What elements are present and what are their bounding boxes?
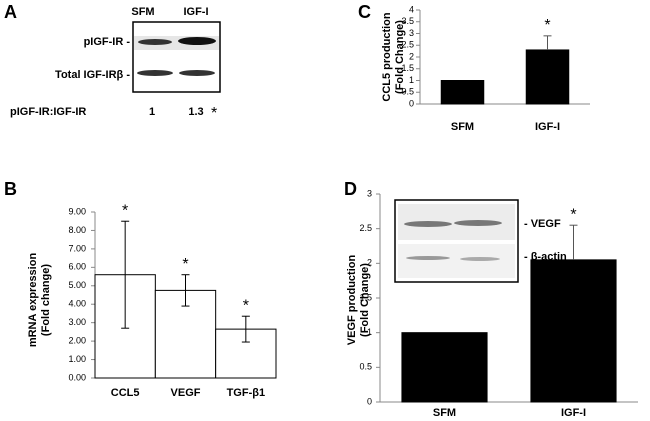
y-axis-label: (Fold Change) bbox=[359, 263, 371, 337]
y-tick-label: 1 bbox=[409, 75, 414, 85]
ratio-label: pIGF-IR:IGF-IR bbox=[10, 106, 86, 118]
bar bbox=[440, 80, 485, 105]
y-tick-label: 4.00 bbox=[68, 299, 86, 309]
y-tick-label: 7.00 bbox=[68, 243, 86, 253]
y-tick-label: 2.5 bbox=[359, 223, 372, 233]
significance-mark: * bbox=[211, 105, 217, 122]
y-axis-label: (Fold Change) bbox=[394, 20, 406, 94]
y-tick-label: 0.00 bbox=[68, 372, 86, 382]
band-label: pIGF-IR - bbox=[84, 36, 131, 48]
y-tick-label: 2.5 bbox=[401, 40, 414, 50]
blot-band bbox=[178, 37, 216, 45]
x-tick-label: IGF-I bbox=[535, 121, 560, 133]
y-tick-label: 0.5 bbox=[401, 87, 414, 97]
blot-frame bbox=[132, 21, 221, 93]
x-tick-label: CCL5 bbox=[111, 387, 140, 399]
bar bbox=[525, 49, 570, 105]
y-tick-label: 1.5 bbox=[359, 292, 372, 302]
significance-mark: * bbox=[570, 206, 576, 223]
x-tick-label: VEGF bbox=[171, 387, 201, 399]
significance-mark: * bbox=[544, 17, 550, 34]
y-tick-label: 3 bbox=[409, 28, 414, 38]
y-tick-label: 3.5 bbox=[401, 16, 414, 26]
band-label: Total IGF-IRβ - bbox=[55, 69, 130, 81]
y-tick-label: 3 bbox=[367, 188, 372, 198]
x-tick-label: TGF-β1 bbox=[227, 387, 266, 399]
lane-label: IGF-I bbox=[183, 6, 208, 18]
y-tick-label: 1.00 bbox=[68, 354, 86, 364]
panel-label: C bbox=[358, 2, 371, 22]
blot-band bbox=[460, 257, 500, 261]
y-axis-label: CCL5 production bbox=[381, 12, 393, 101]
y-tick-label: 1 bbox=[367, 327, 372, 337]
significance-mark: * bbox=[182, 256, 188, 273]
significance-mark: * bbox=[243, 297, 249, 314]
x-tick-label: SFM bbox=[433, 407, 456, 419]
y-tick-label: 5.00 bbox=[68, 280, 86, 290]
x-tick-label: SFM bbox=[451, 121, 474, 133]
y-tick-label: 4 bbox=[409, 4, 414, 14]
y-axis-label: (Fold change) bbox=[40, 264, 52, 336]
blot-band bbox=[137, 70, 173, 76]
ratio-value: 1 bbox=[149, 106, 155, 118]
y-tick-label: 2 bbox=[367, 258, 372, 268]
y-tick-label: 8.00 bbox=[68, 225, 86, 235]
bar bbox=[530, 259, 617, 403]
y-tick-label: 1.5 bbox=[401, 63, 414, 73]
y-tick-label: 0 bbox=[367, 396, 372, 406]
y-axis-label: mRNA expression bbox=[27, 253, 39, 348]
y-tick-label: 9.00 bbox=[68, 206, 86, 216]
y-tick-label: 2.00 bbox=[68, 335, 86, 345]
y-tick-label: 6.00 bbox=[68, 262, 86, 272]
blot-background bbox=[398, 244, 515, 278]
significance-mark: * bbox=[122, 202, 128, 219]
inset-label: - VEGF bbox=[524, 218, 561, 230]
y-tick-label: 3.00 bbox=[68, 317, 86, 327]
y-tick-label: 0 bbox=[409, 98, 414, 108]
lane-label: SFM bbox=[131, 6, 154, 18]
x-tick-label: IGF-I bbox=[561, 407, 586, 419]
y-tick-label: 0.5 bbox=[359, 362, 372, 372]
ratio-value: 1.3 bbox=[188, 106, 203, 118]
y-axis-label: VEGF production bbox=[346, 255, 358, 346]
y-tick-label: 2 bbox=[409, 51, 414, 61]
blot-band bbox=[404, 221, 452, 227]
panel-label: D bbox=[344, 179, 357, 199]
blot-band bbox=[138, 39, 172, 45]
bar bbox=[401, 332, 488, 403]
blot-band bbox=[179, 70, 215, 76]
panel-label: A bbox=[4, 2, 17, 22]
blot-band bbox=[454, 220, 502, 226]
panel-label: B bbox=[4, 179, 17, 199]
blot-band bbox=[406, 256, 450, 260]
